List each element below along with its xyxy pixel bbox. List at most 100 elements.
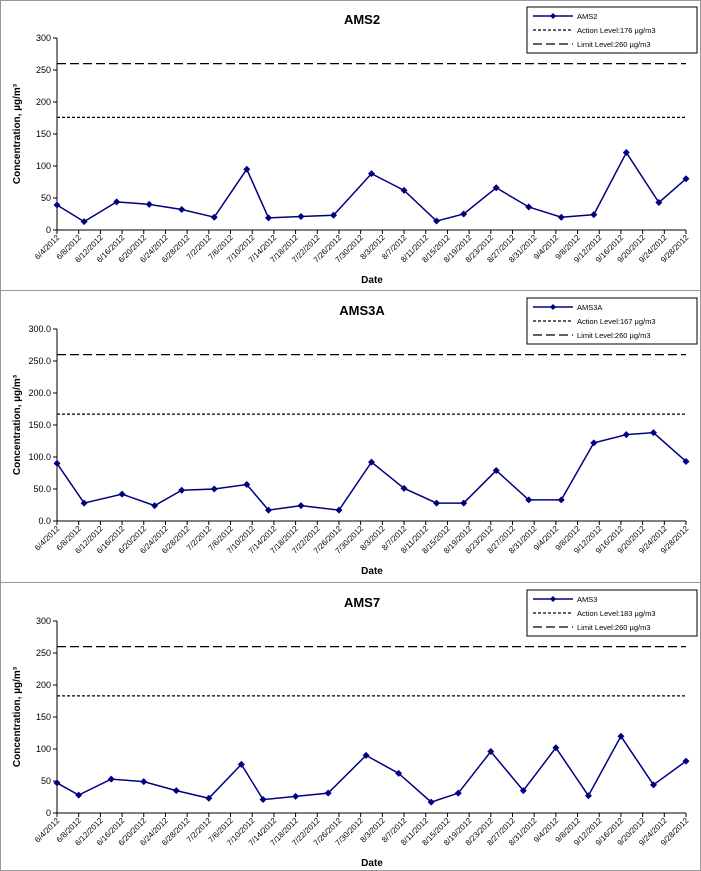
data-point — [259, 796, 267, 804]
data-point — [525, 496, 533, 504]
data-point — [243, 165, 251, 173]
data-point — [140, 778, 148, 786]
data-point — [118, 490, 126, 498]
data-point — [172, 787, 180, 795]
data-point — [243, 481, 251, 489]
data-point — [622, 149, 630, 157]
y-axis-label: Concentration, µg/m³ — [12, 83, 23, 184]
data-point — [649, 781, 657, 789]
data-point — [492, 466, 500, 474]
legend-label: Action Level:176 µg/m3 — [577, 26, 656, 35]
x-axis-label: Date — [361, 858, 383, 869]
data-point — [178, 486, 186, 494]
data-point — [210, 485, 218, 493]
legend-swatch — [550, 13, 556, 19]
data-point — [525, 203, 533, 211]
data-point — [80, 499, 88, 507]
data-point — [368, 458, 375, 466]
legend-label: Action Level:167 µg/m3 — [577, 317, 656, 326]
data-point — [178, 206, 186, 214]
data-point — [205, 794, 213, 802]
y-tick-label: 150.0 — [28, 420, 51, 430]
y-tick-label: 150 — [36, 712, 51, 722]
data-point — [590, 211, 598, 219]
data-point — [53, 779, 61, 787]
legend-swatch — [550, 596, 556, 602]
data-point — [433, 217, 441, 225]
y-tick-label: 50 — [41, 776, 51, 786]
data-point — [682, 457, 690, 465]
data-point — [335, 506, 343, 514]
chart-title: AMS2 — [344, 12, 380, 27]
data-point — [324, 789, 332, 797]
data-point — [264, 506, 272, 514]
data-point — [519, 787, 527, 795]
data-point — [454, 789, 462, 797]
y-tick-label: 250 — [36, 648, 51, 658]
x-axis-label: Date — [361, 275, 383, 286]
data-point — [395, 769, 403, 777]
legend-label: AMS3A — [577, 303, 602, 312]
data-point — [557, 496, 565, 504]
data-point — [433, 499, 441, 507]
data-point — [590, 439, 598, 447]
legend-label: Limit Level:260 µg/m3 — [577, 623, 651, 632]
data-point — [151, 502, 159, 510]
legend-label: Limit Level:260 µg/m3 — [577, 40, 651, 49]
chart-title: AMS7 — [344, 595, 380, 610]
y-tick-label: 100 — [36, 161, 51, 171]
y-tick-label: 200.0 — [28, 388, 51, 398]
y-tick-label: 200 — [36, 97, 51, 107]
legend-label: AMS2 — [577, 12, 597, 21]
data-point — [362, 751, 370, 759]
x-axis-label: Date — [361, 566, 383, 577]
data-point — [113, 198, 121, 206]
data-point — [330, 211, 338, 219]
y-axis-label: Concentration, µg/m³ — [12, 666, 23, 767]
data-point — [584, 792, 592, 800]
y-tick-label: 250.0 — [28, 356, 51, 366]
y-tick-label: 50.0 — [33, 484, 51, 494]
y-tick-label: 100.0 — [28, 452, 51, 462]
data-point — [145, 200, 153, 208]
data-point — [649, 429, 657, 437]
y-tick-label: 300 — [36, 616, 51, 626]
data-point — [400, 484, 408, 492]
y-tick-label: 0.0 — [38, 516, 51, 526]
y-tick-label: 200 — [36, 680, 51, 690]
data-point — [297, 502, 305, 510]
data-point — [264, 214, 272, 222]
data-point — [682, 757, 690, 765]
data-point — [552, 744, 560, 752]
data-point — [237, 760, 245, 768]
data-point — [368, 170, 375, 178]
data-point — [492, 184, 500, 192]
y-tick-label: 250 — [36, 65, 51, 75]
data-point — [487, 748, 495, 756]
y-tick-label: 50 — [41, 193, 51, 203]
y-tick-label: 300.0 — [28, 324, 51, 334]
data-point — [460, 210, 468, 218]
data-point — [617, 732, 625, 740]
y-tick-label: 100 — [36, 744, 51, 754]
data-point — [557, 213, 565, 221]
data-point — [655, 198, 663, 206]
data-point — [682, 175, 690, 183]
data-point — [210, 213, 218, 221]
data-point — [107, 775, 115, 783]
y-tick-label: 0 — [46, 225, 51, 235]
data-point — [460, 499, 468, 507]
data-point — [53, 459, 61, 467]
y-tick-label: 300 — [36, 33, 51, 43]
data-point — [53, 201, 61, 209]
legend-label: AMS3 — [577, 595, 597, 604]
legend-label: Limit Level:260 µg/m3 — [577, 331, 651, 340]
data-point — [297, 213, 305, 221]
y-tick-label: 0 — [46, 808, 51, 818]
data-point — [75, 791, 83, 799]
data-point — [292, 792, 300, 800]
legend-label: Action Level:183 µg/m3 — [577, 609, 656, 618]
chart-title: AMS3A — [339, 303, 385, 318]
